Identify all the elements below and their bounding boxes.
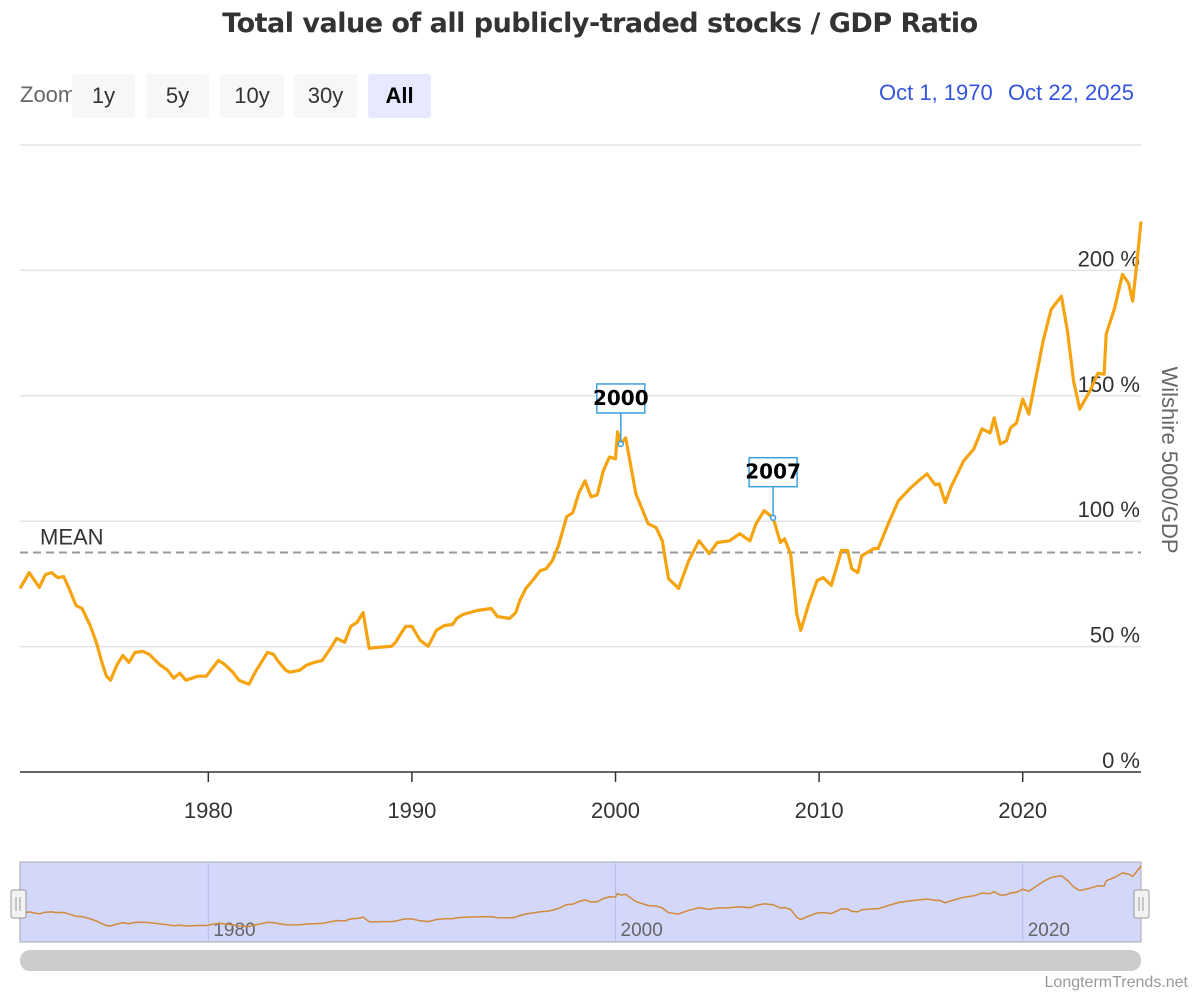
- x-tick-label: 2000: [591, 798, 640, 823]
- range-from-input[interactable]: Oct 1, 1970: [879, 80, 993, 105]
- series-line[interactable]: [18, 221, 1143, 686]
- credits-link[interactable]: LongtermTrends.net: [1044, 974, 1188, 991]
- zoom-all-button[interactable]: All: [368, 74, 431, 118]
- navigator-x-label: 2000: [621, 920, 663, 941]
- annotation-label: 2007: [745, 460, 801, 484]
- zoom-30y-button[interactable]: 30y: [294, 74, 357, 118]
- y-axis-title: Wilshire 5000/GDP: [1157, 366, 1182, 553]
- x-tick-label: 1990: [387, 798, 436, 823]
- range-to-input[interactable]: Oct 22, 2025: [1008, 80, 1134, 105]
- navigator-x-label: 2020: [1028, 920, 1070, 941]
- navigator-series-line: [19, 865, 1142, 928]
- x-tick-label: 2020: [998, 798, 1047, 823]
- annotation-point: [617, 440, 625, 448]
- navigator-x-label: 1980: [213, 920, 255, 941]
- annotation-label: 2000: [593, 386, 649, 410]
- zoom-5y-button[interactable]: 5y: [146, 74, 209, 118]
- mean-label: MEAN: [40, 525, 104, 550]
- zoom-1y-button[interactable]: 1y: [72, 74, 135, 118]
- y-tick-label: 200 %: [1078, 246, 1140, 271]
- y-tick-label: 50 %: [1090, 623, 1140, 648]
- navigator-selection[interactable]: [19, 861, 1142, 943]
- annotation-box: [596, 383, 646, 414]
- navigator-scrollbar[interactable]: [20, 950, 1141, 971]
- chart-title: Total value of all publicly-traded stock…: [222, 8, 978, 39]
- x-tick-label: 1980: [184, 798, 233, 823]
- x-tick-label: 2010: [795, 798, 844, 823]
- y-tick-label: 0 %: [1102, 748, 1140, 773]
- annotation-box: [748, 456, 798, 488]
- annotation-point: [769, 514, 777, 521]
- navigator-right-handle[interactable]: [1133, 889, 1150, 919]
- y-tick-label: 100 %: [1078, 497, 1140, 522]
- zoom-label: Zoom: [20, 82, 72, 107]
- navigator-left-handle[interactable]: [10, 889, 27, 919]
- zoom-10y-button[interactable]: 10y: [220, 74, 284, 118]
